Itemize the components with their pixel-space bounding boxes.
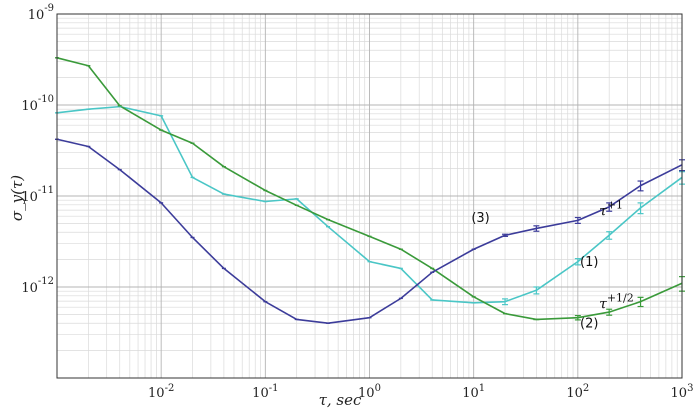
x-tick-base: 10 bbox=[566, 386, 583, 401]
y-tick-base: 10 bbox=[21, 281, 38, 296]
x-tick-exponent: -2 bbox=[165, 383, 175, 394]
x-tick-base: 10 bbox=[358, 386, 375, 401]
x-tick-label: 10-2 bbox=[148, 383, 174, 401]
x-tick-label: 101 bbox=[462, 383, 485, 401]
y-tick-exponent: -12 bbox=[38, 276, 54, 287]
x-tick-base: 10 bbox=[252, 386, 269, 401]
x-tick-exponent: 3 bbox=[687, 383, 693, 394]
x-tick-label: 102 bbox=[566, 383, 589, 401]
x-tick-base: 10 bbox=[148, 386, 165, 401]
x-tick-labels: 10-2 10-1 100 101 102 103 bbox=[148, 383, 693, 401]
curve-label: (2) bbox=[580, 316, 598, 331]
slope-labels: τ+1τ+1/2 bbox=[599, 199, 634, 313]
x-tick-exponent: 2 bbox=[583, 383, 589, 394]
errorbar-layer bbox=[55, 57, 685, 324]
y-tick-base: 10 bbox=[28, 8, 45, 23]
y-tick-label: 10-12 bbox=[21, 276, 54, 296]
y-tick-base: 10 bbox=[21, 190, 38, 205]
y-tick-exponent: -10 bbox=[38, 94, 54, 105]
plot-frame bbox=[56, 13, 683, 379]
x-axis-label-text: τ, sec bbox=[319, 391, 362, 409]
y-tick-label: 10-11 bbox=[21, 185, 54, 205]
slope-exponent: +1/2 bbox=[607, 292, 634, 305]
x-tick-exponent: 0 bbox=[375, 383, 381, 394]
slope-base: τ bbox=[599, 204, 607, 220]
y-tick-exponent: -11 bbox=[38, 185, 54, 196]
y-tick-base: 10 bbox=[21, 99, 38, 114]
slope-base: τ bbox=[599, 297, 607, 313]
x-tick-label: 100 bbox=[358, 383, 381, 401]
y-tick-label: 10-10 bbox=[21, 94, 54, 114]
x-axis-label: τ, sec bbox=[319, 391, 362, 409]
slope-exponent: +1 bbox=[607, 199, 623, 212]
slope-label: τ+1/2 bbox=[599, 292, 634, 313]
x-tick-base: 10 bbox=[462, 386, 479, 401]
x-tick-base: 10 bbox=[671, 386, 688, 401]
x-tick-label: 10-1 bbox=[252, 383, 278, 401]
x-tick-exponent: -1 bbox=[269, 383, 279, 394]
curve-label: (3) bbox=[471, 211, 489, 226]
annotations: (3) (1) (2) bbox=[471, 211, 598, 332]
curve-label: (1) bbox=[580, 255, 598, 270]
y-axis-label: σ_y(τ) bbox=[8, 175, 26, 221]
y-tick-exponent: -9 bbox=[44, 3, 54, 14]
y-tick-label: 10-9 bbox=[28, 3, 54, 23]
x-tick-label: 103 bbox=[671, 383, 694, 401]
slope-label: τ+1 bbox=[599, 199, 623, 220]
x-tick-exponent: 1 bbox=[479, 383, 485, 394]
